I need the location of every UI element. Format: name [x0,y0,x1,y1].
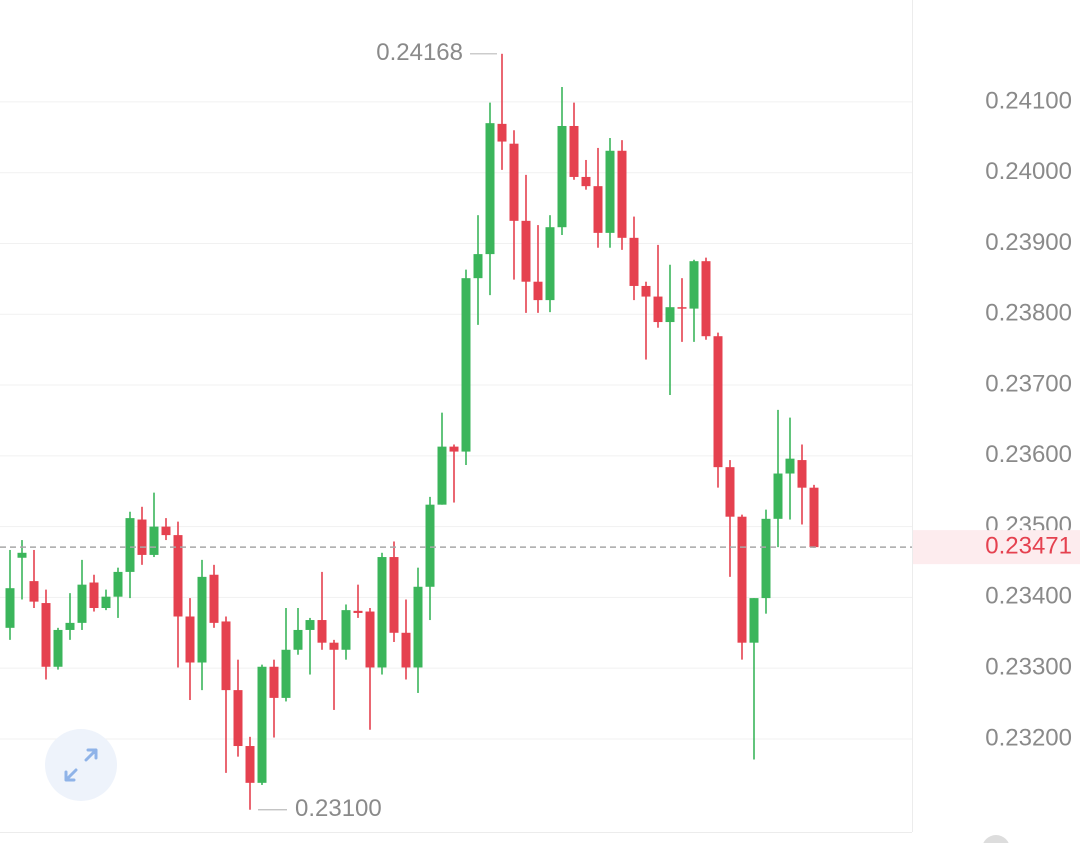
candle-body [185,616,195,663]
candle-body [125,518,135,572]
candle-body [221,621,231,691]
candle-body [701,261,711,337]
candle-body [605,150,615,233]
candle-body [809,487,819,548]
y-tick-label: 0.23400 [985,583,1072,610]
y-tick-label: 0.23600 [985,441,1072,468]
candle-body [461,278,471,452]
candle-body [77,584,87,623]
candle-body [65,622,75,630]
candles [5,53,819,810]
candle-body [365,611,375,668]
candle-body [113,571,123,597]
candle-body [389,557,399,633]
candle-body [509,143,519,221]
scroll-indicator [983,835,1009,843]
candle-body [437,446,447,505]
candle-body [137,519,147,555]
candle-body [317,620,327,643]
expand-button-bg[interactable] [45,729,117,801]
last-price-bg [913,530,1080,565]
candle-body [5,588,15,628]
candle-body [569,125,579,177]
max-marker-label: 0.24168 [376,39,463,66]
expand-icon[interactable] [64,748,98,782]
candle-body [653,296,663,323]
candle-body [713,336,723,468]
candle-body [149,526,159,555]
candle-body [521,220,531,282]
candle-body [17,552,27,558]
candle-body [293,629,303,650]
candle-body [425,504,435,587]
candle-body [245,746,255,783]
candle-body [485,123,495,255]
candle-body [41,603,51,667]
last-price-label: 0.23471 [985,532,1072,559]
candle-body [281,649,291,698]
candle-body [725,467,735,517]
candle-body [449,446,459,452]
candle-body [545,227,555,301]
y-tick-label: 0.23300 [985,654,1072,681]
min-marker-label: 0.23100 [295,795,382,822]
candle-body [677,307,687,309]
candle-body [665,307,675,323]
candle-body [497,123,507,142]
candle-body [233,690,243,747]
y-tick-label: 0.24000 [985,158,1072,185]
candle-body [749,598,759,643]
candle-body [557,125,567,228]
candle-body [797,460,807,488]
candle-body [209,574,219,623]
candle-body [341,610,351,650]
y-tick-label: 0.23200 [985,724,1072,751]
candle-body [629,237,639,286]
candle-body [785,458,795,474]
candle-body [53,629,63,667]
candle-body [305,620,315,630]
y-tick-label: 0.23800 [985,300,1072,327]
grid: 0.24100 0.24000 0.23900 0.23800 0.23700 0.236… [0,87,1072,751]
candle-body [413,586,423,668]
candle-body [89,582,99,609]
candle-body [641,285,651,297]
candle-body [101,596,111,609]
y-tick-label: 0.24100 [985,87,1072,114]
candle-body [329,642,339,650]
overlay: 0.23471 0.24168 0.23100 [0,39,1080,822]
candle-body [593,186,603,233]
y-tick-label: 0.23900 [985,229,1072,256]
candle-body [353,610,363,613]
candle-body [617,150,627,238]
candle-body [269,666,279,698]
candle-body [29,581,39,602]
candle-body [401,632,411,668]
candle-body [173,535,183,617]
candle-body [161,526,171,536]
candle-body [257,666,267,783]
candle-body [761,518,771,599]
candle-body [737,516,747,643]
candle-body [773,473,783,519]
candle-body [197,576,207,663]
candle-body [377,557,387,668]
y-tick-label: 0.23700 [985,370,1072,397]
candle-body [689,261,699,309]
expand-button[interactable] [45,729,117,801]
candle-body [473,254,483,279]
candle-body [533,281,543,301]
candle-body [581,176,591,187]
